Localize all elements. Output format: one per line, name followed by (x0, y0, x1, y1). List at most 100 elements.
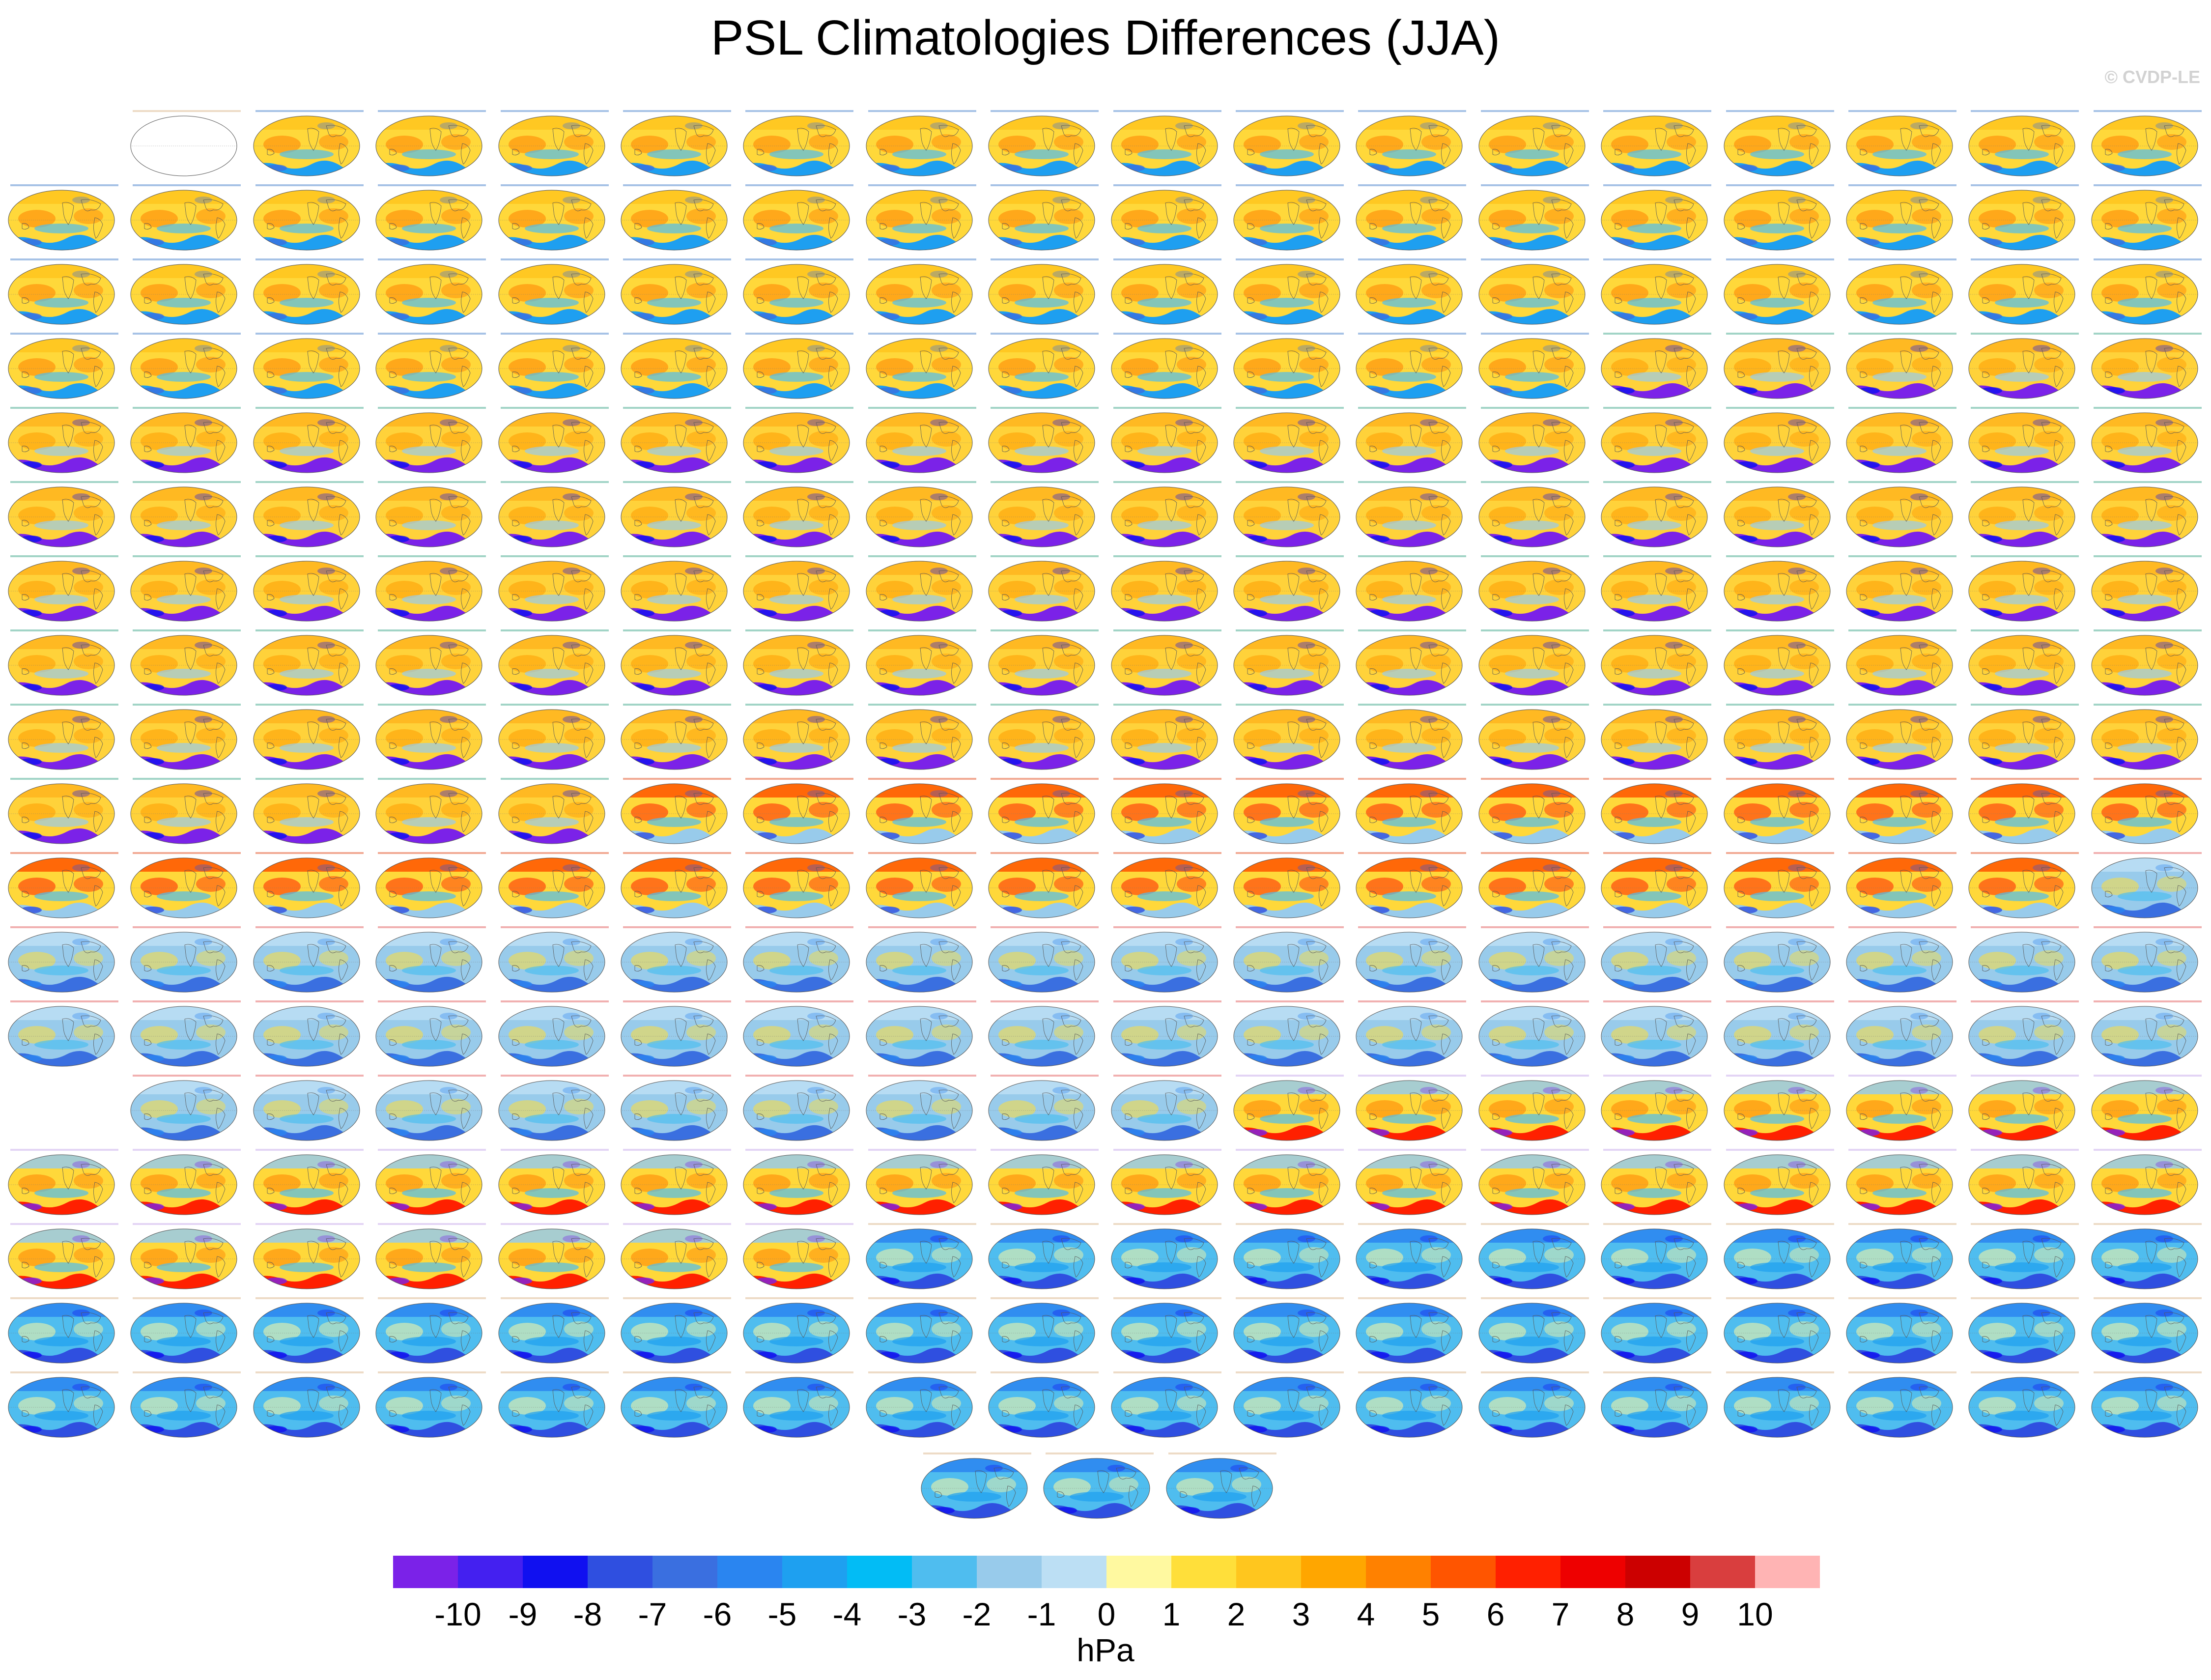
panel-title-bar (1480, 481, 1589, 483)
difference-map-panel (1355, 405, 1469, 478)
panel-title-bar (1848, 1075, 1956, 1077)
difference-map-panel (7, 850, 121, 923)
panel-title-bar (500, 481, 609, 483)
panel-title-bar (1358, 778, 1467, 780)
world-map-plot (498, 932, 605, 993)
difference-map-panel (1110, 108, 1224, 181)
world-map-plot (375, 635, 482, 696)
world-map-plot (866, 1228, 973, 1289)
world-map-plot (253, 115, 360, 176)
panel-title-bar (1971, 333, 2079, 335)
panel-title-bar (2093, 1223, 2202, 1225)
difference-map-panel (375, 553, 489, 626)
world-map-plot (130, 1154, 237, 1215)
panel-title-bar (1113, 481, 1221, 483)
world-map-plot (1233, 932, 1340, 993)
panel-title-bar (991, 926, 1099, 928)
difference-map-panel (498, 331, 612, 403)
difference-map-panel (130, 702, 244, 774)
difference-map-panel (1968, 405, 2082, 478)
world-map-plot (130, 635, 237, 696)
panel-title-bar (378, 1000, 486, 1002)
panel-title-bar (500, 1371, 609, 1373)
world-map-plot (1478, 486, 1586, 547)
panel-title-bar (378, 629, 486, 631)
difference-map-panel (988, 1295, 1102, 1368)
world-map-plot (1356, 486, 1463, 547)
world-map-plot (1846, 338, 1953, 399)
world-map-plot (743, 486, 850, 547)
difference-map-panel (1165, 1451, 1279, 1523)
difference-map-panel (620, 1369, 734, 1442)
panel-title-bar (868, 629, 976, 631)
panel-title-bar (745, 1371, 854, 1373)
panel-title-bar (1726, 481, 1834, 483)
panel-title-bar (1848, 110, 1956, 112)
panel-title-bar (1603, 1223, 1712, 1225)
panel-title-bar (1113, 333, 1221, 335)
difference-map-panel (620, 998, 734, 1071)
difference-map-panel (1723, 1369, 1837, 1442)
panel-title-bar (378, 555, 486, 557)
panel-title-bar (623, 629, 731, 631)
difference-map-panel (1355, 182, 1469, 255)
world-map-plot (988, 1154, 1095, 1215)
difference-map-panel (1478, 182, 1592, 255)
difference-map-panel (375, 924, 489, 997)
difference-map-panel (2091, 405, 2205, 478)
panel-title-bar (1848, 778, 1956, 780)
colorbar-swatch (912, 1556, 977, 1588)
panel-title-bar (1113, 407, 1221, 409)
world-map-plot (621, 783, 728, 844)
panel-title-bar (868, 926, 976, 928)
difference-map-panel (7, 702, 121, 774)
difference-map-panel (920, 1451, 1034, 1523)
world-map-plot (621, 932, 728, 993)
panel-title-bar (255, 1075, 364, 1077)
world-map-plot (1111, 338, 1218, 399)
difference-map-panel (1968, 850, 2082, 923)
panel-title-bar (1603, 1000, 1712, 1002)
panel-title-bar (745, 481, 854, 483)
difference-map-panel (7, 1369, 121, 1442)
world-map-plot (2091, 635, 2198, 696)
world-map-plot (1233, 561, 1340, 622)
panel-title-bar (623, 481, 731, 483)
world-map-plot (8, 857, 115, 918)
world-map-plot (1601, 1377, 1708, 1438)
panel-title-bar (500, 333, 609, 335)
panel-title-bar (1603, 184, 1712, 186)
world-map-plot (2091, 338, 2198, 399)
difference-map-panel (1233, 1073, 1347, 1145)
difference-map-panel (865, 479, 979, 552)
difference-map-panel (1968, 1073, 2082, 1145)
colorbar-swatch (1496, 1556, 1560, 1588)
panel-title-bar (991, 333, 1099, 335)
world-map-plot (1846, 783, 1953, 844)
difference-map-panel (253, 331, 367, 403)
panel-title-bar (1236, 1223, 1344, 1225)
world-map-plot (1233, 1303, 1340, 1364)
panel-title-bar (1726, 926, 1834, 928)
panel-title-bar (378, 1075, 486, 1077)
world-map-plot (498, 561, 605, 622)
difference-map-panel (1233, 1147, 1347, 1220)
colorbar-tick-label: 9 (1681, 1596, 1700, 1632)
world-map-plot (1356, 709, 1463, 770)
difference-map-panel (620, 331, 734, 403)
difference-map-panel (2091, 924, 2205, 997)
panel-title-bar (255, 629, 364, 631)
panel-title-bar (378, 407, 486, 409)
world-map-plot (1724, 561, 1831, 622)
panel-title-bar (623, 852, 731, 854)
panel-title-bar (1358, 481, 1467, 483)
difference-map-panel (130, 479, 244, 552)
panel-title-bar (10, 926, 118, 928)
difference-map-panel (1600, 1295, 1714, 1368)
panel-title-bar (868, 1075, 976, 1077)
difference-map-panel (375, 1221, 489, 1294)
world-map-plot (988, 190, 1095, 251)
world-map-plot (2091, 561, 2198, 622)
panel-title-bar (500, 1149, 609, 1151)
difference-map-panel (1110, 1073, 1224, 1145)
